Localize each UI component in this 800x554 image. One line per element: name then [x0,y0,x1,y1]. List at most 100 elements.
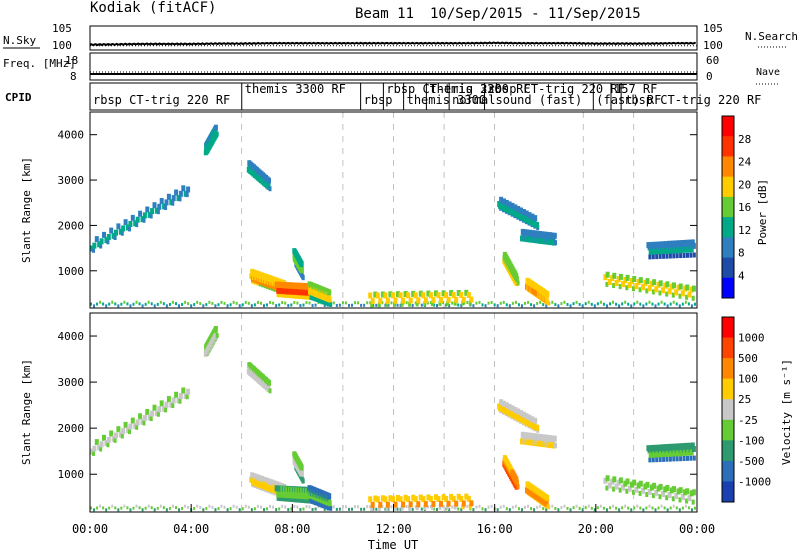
ground-echo [584,506,587,510]
echo-cell [142,420,146,426]
ground-echo [302,303,305,307]
echo-cell [504,199,509,206]
echo-cell [257,475,262,481]
cpid-segment-label: rbsp CT-trig 220 RF [488,82,625,96]
echo-cell [676,247,680,254]
range-tick-label: 1000 [58,265,85,278]
ground-echo [612,300,615,304]
echo-cell [616,479,621,486]
echo-cell [400,505,404,511]
ground-echo [645,506,648,510]
echo-cell [535,424,540,431]
ground-echo [399,303,402,307]
echo-cell [516,408,521,415]
echo-cell [186,186,191,193]
range-tick-label: 3000 [58,376,85,389]
echo-cell [618,273,623,280]
power-colorbar: 4 8 12 16 20 24 28 [721,115,752,299]
ground-echo [460,304,463,308]
echo-cell [415,505,419,511]
colorbar-tick-label: 500 [738,352,758,365]
echo-cell [250,472,255,479]
ground-echo [111,300,114,304]
echo-cell [135,216,140,223]
ground-echo [247,505,250,509]
echo-cell [171,403,175,408]
echo-cell [638,480,643,487]
site-title: Kodiak (fitACF) [90,0,216,16]
echo-cell [123,421,128,428]
ground-echo [399,507,402,511]
echo-cell [286,293,290,298]
ground-echo [305,504,308,508]
echo-cell [267,478,272,485]
echo-cell [378,297,383,304]
echo-cell [99,441,104,448]
echo-cell [94,236,99,243]
echo-cell [303,498,307,504]
echo-cell [627,282,632,289]
echo-cell [676,488,681,495]
cpid-segment-label: rbsp CT-trig 220 [386,82,502,96]
echo-cell [94,439,99,446]
ground-echo [132,302,135,306]
ground-echo [217,507,220,511]
echo-cell [618,477,623,484]
echo-cell [634,486,639,493]
ground-echo [499,301,502,305]
colorbar-swatch [722,217,734,238]
echo-cell [672,486,676,493]
ground-echo [96,302,99,306]
ground-echo [272,301,275,305]
echo-cell [368,292,373,299]
echo-cell [166,396,171,403]
echo-cell [279,496,283,502]
ground-echo [466,300,469,304]
echo-cell [296,492,300,499]
ground-echo [496,304,499,308]
ground-echo [259,301,262,305]
ground-echo [599,300,602,304]
ground-echo [642,508,645,512]
echo-cell [391,292,395,299]
echo-cell [514,276,519,282]
echo-cell [685,488,690,495]
echo-cell [114,432,118,439]
echo-cell [605,271,610,278]
ground-echo [596,506,599,510]
echo-cell [648,254,652,260]
ground-echo [275,508,278,512]
echo-cell [658,494,662,500]
ground-echo [442,504,445,508]
echo-cell [507,403,512,410]
ground-echo [557,508,560,512]
ground-echo [372,303,375,307]
ground-echo [578,506,581,510]
ground-echo [208,504,211,508]
echo-cell [627,485,632,492]
echo-cell [121,225,126,232]
range-tick-label: 1000 [58,468,85,481]
echo-cell [413,496,418,503]
echo-cell [299,470,304,477]
echo-cell [665,450,670,457]
ground-echo [651,302,654,306]
echo-cell [643,279,648,286]
ground-echo [599,504,602,508]
cpid-segment-label: rbsp CT-trig 220 RF [93,93,230,107]
ground-echo [687,302,690,306]
echo-cell [276,495,280,501]
echo-cell [268,186,272,192]
ground-echo [332,301,335,305]
ground-echo [287,304,290,308]
ground-echo [484,304,487,308]
echo-cell [685,243,690,250]
echo-cell [393,505,396,511]
echo-cell [164,199,169,206]
echo-cell [504,402,509,409]
echo-cell [501,198,506,205]
frequency-tick-low: 8 [70,70,77,83]
echo-cell [684,442,688,449]
ground-echo [281,504,284,508]
